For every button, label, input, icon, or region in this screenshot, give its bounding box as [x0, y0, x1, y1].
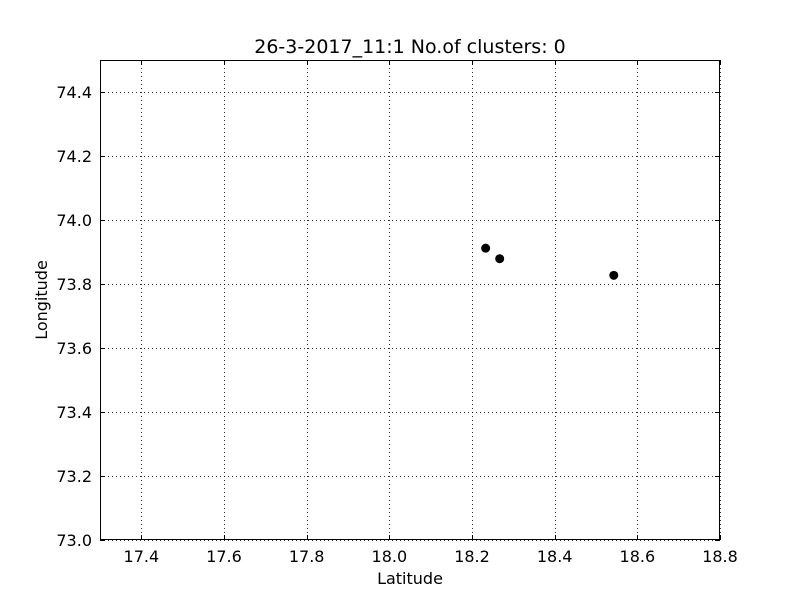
x-tick-label: 18.8: [702, 547, 738, 566]
x-tick-label: 17.4: [124, 547, 160, 566]
x-tick-label: 18.6: [620, 547, 656, 566]
y-tick-label: 74.0: [56, 211, 92, 230]
y-tick-label: 74.2: [56, 147, 92, 166]
y-axis-label: Longitude: [32, 260, 51, 340]
chart-title: 26-3-2017_11:1 No.of clusters: 0: [254, 36, 565, 58]
y-tick-label: 73.0: [56, 531, 92, 550]
x-tick-label: 18.2: [454, 547, 490, 566]
scatter-point: [495, 254, 505, 264]
x-tick-label: 18.0: [372, 547, 408, 566]
plot-frame: [100, 60, 720, 540]
x-axis-label: Latitude: [377, 569, 443, 588]
y-tick-label: 73.8: [56, 275, 92, 294]
scatter-point: [481, 243, 491, 253]
y-tick-label: 74.4: [56, 83, 92, 102]
y-tick-label: 73.2: [56, 467, 92, 486]
x-tick-label: 17.6: [206, 547, 242, 566]
x-tick-label: 17.8: [289, 547, 325, 566]
y-tick-labels: 73.0 73.2 73.4 73.6 73.8 74.0 74.2 74.4: [56, 83, 92, 550]
y-tick-label: 73.6: [56, 339, 92, 358]
grid-lines: [100, 60, 721, 541]
axis-ticks: [100, 60, 721, 541]
x-tick-label: 18.4: [537, 547, 573, 566]
x-tick-labels: 17.4 17.6 17.8 18.0 18.2 18.4 18.6 18.8: [124, 547, 738, 566]
scatter-point: [609, 270, 619, 280]
data-points: [481, 243, 619, 280]
y-tick-label: 73.4: [56, 403, 92, 422]
